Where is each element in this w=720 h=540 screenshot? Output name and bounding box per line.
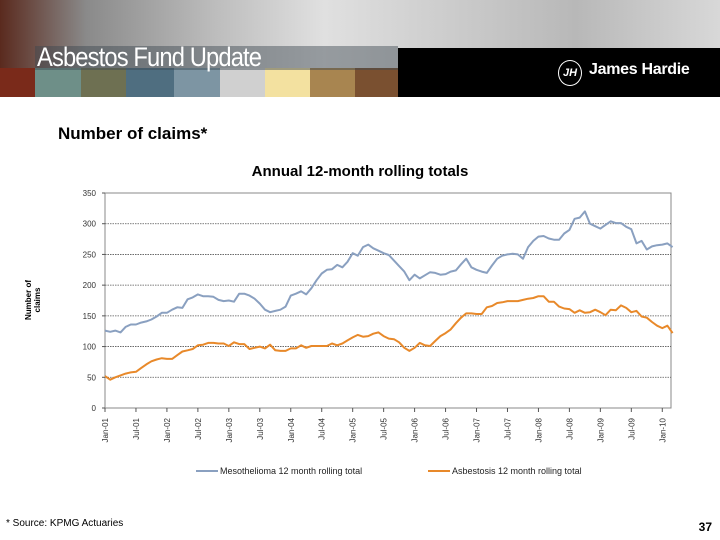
series-line-asbestosis [104, 295, 674, 381]
chart-title: Annual 12-month rolling totals [251, 163, 469, 180]
x-tick-label: Jul-08 [565, 417, 574, 439]
series-line-mesothelioma [104, 210, 674, 334]
x-tick-label: Jul-01 [132, 417, 141, 439]
x-tick-label: Jul-02 [194, 417, 203, 439]
subtitle: Number of claims* [58, 124, 208, 143]
color-swatch [174, 68, 220, 97]
y-tick-label: 350 [83, 189, 97, 198]
y-tick-label: 250 [83, 250, 97, 259]
legend-item-mesothelioma: Mesothelioma 12 month rolling total [196, 466, 362, 476]
title-band [35, 46, 398, 70]
legend-item-asbestosis: Asbestosis 12 month rolling total [428, 466, 582, 476]
james-hardie-logo-icon: JH [558, 60, 582, 86]
x-tick-label: Jul-06 [442, 417, 451, 439]
color-swatch [35, 68, 81, 97]
legend-swatch [428, 470, 450, 472]
color-swatch [355, 68, 398, 97]
x-tick-label: Jan-08 [534, 417, 543, 442]
footnote: * Source: KPMG Actuaries [6, 518, 124, 529]
color-swatch [126, 68, 174, 97]
color-swatch [310, 68, 355, 97]
x-tick-label: Jan-02 [163, 417, 172, 442]
color-swatch [0, 68, 35, 97]
y-tick-label: 0 [92, 404, 97, 413]
x-tick-label: Jan-10 [658, 417, 667, 442]
x-tick-label: Jul-09 [627, 417, 636, 439]
x-tick-label: Jan-04 [287, 417, 296, 442]
color-swatch [220, 68, 265, 97]
color-swatch [81, 68, 126, 97]
legend-swatch [196, 470, 218, 472]
plot-border [104, 192, 672, 409]
y-tick-label: 200 [83, 281, 97, 290]
x-tick-label: Jan-03 [225, 417, 234, 442]
x-tick-label: Jan-05 [349, 417, 358, 442]
page-number: 37 [698, 520, 712, 534]
x-tick-label: Jul-03 [256, 417, 265, 439]
y-tick-label: 100 [83, 343, 97, 352]
y-tick-label: 300 [83, 220, 97, 229]
y-tick-label: 150 [83, 312, 97, 321]
legend-label: Asbestosis 12 month rolling total [452, 466, 582, 476]
x-tick-label: Jan-09 [596, 417, 605, 442]
x-tick-label: Jan-07 [473, 417, 482, 442]
color-swatch [265, 68, 310, 97]
x-tick-label: Jul-05 [380, 417, 389, 439]
x-tick-label: Jan-01 [101, 417, 110, 442]
x-tick-label: Jul-07 [503, 417, 512, 439]
x-tick-label: Jul-04 [318, 417, 327, 439]
y-tick-label: 50 [87, 373, 96, 382]
logo-text: James Hardie [589, 61, 690, 78]
slide-title: Asbestos Fund Update [37, 42, 262, 72]
x-tick-label: Jan-06 [411, 417, 420, 442]
legend-label: Mesothelioma 12 month rolling total [220, 466, 363, 476]
